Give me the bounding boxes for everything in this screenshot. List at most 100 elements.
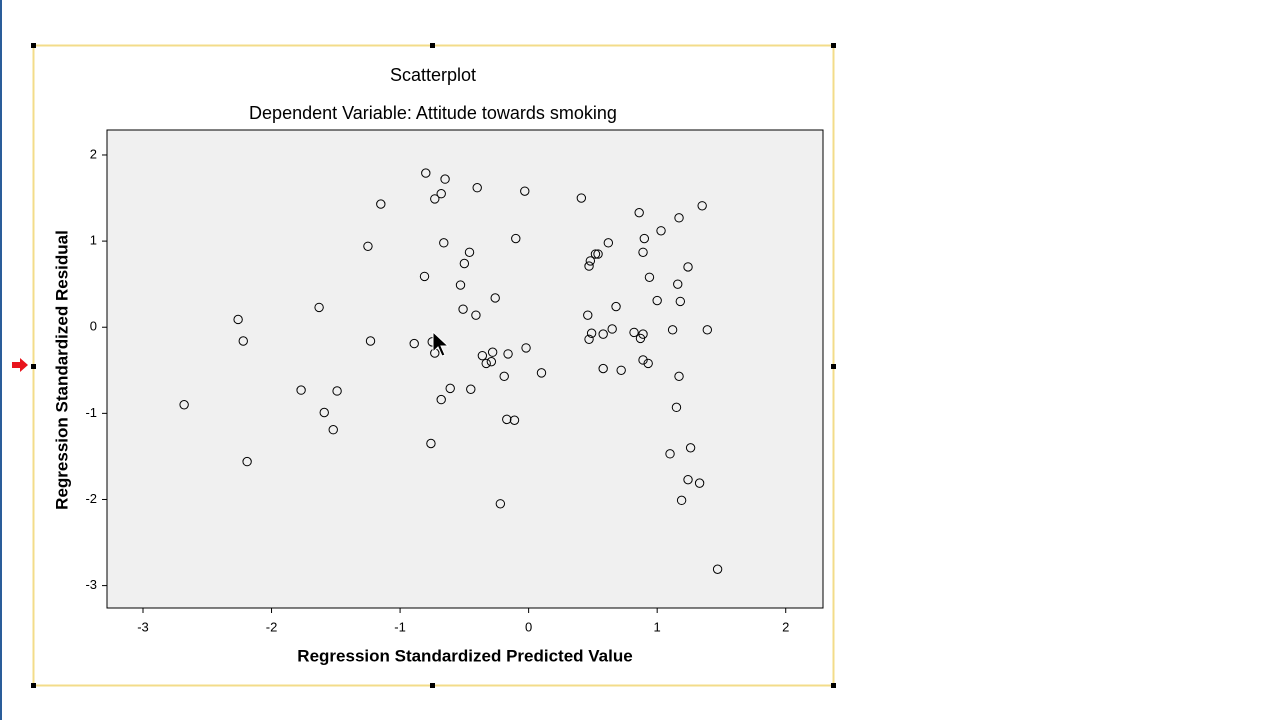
point <box>477 350 488 361</box>
point <box>584 334 594 344</box>
point <box>238 336 248 346</box>
point <box>296 385 306 395</box>
point <box>585 256 596 266</box>
x-tick-label: 0 <box>525 619 532 634</box>
point <box>495 499 506 509</box>
point <box>464 247 475 257</box>
point <box>603 238 614 248</box>
point <box>697 201 707 211</box>
point <box>365 336 376 346</box>
x-tick-label: 2 <box>782 619 789 634</box>
point <box>536 368 547 378</box>
y-tick-label: 2 <box>90 146 97 161</box>
point <box>233 314 243 325</box>
point <box>486 356 497 367</box>
point <box>520 186 530 196</box>
point <box>436 394 446 405</box>
point <box>436 189 446 199</box>
y-axis-label: Regression Standardized Residual <box>52 230 71 510</box>
point <box>656 226 666 236</box>
point <box>466 384 476 394</box>
point <box>639 233 650 244</box>
x-tick-label: -3 <box>137 619 149 634</box>
point <box>179 400 189 410</box>
point <box>430 194 440 204</box>
point <box>409 338 419 349</box>
chart-subtitle: Dependent Variable: Attitude towards smo… <box>249 103 617 123</box>
point <box>509 415 520 425</box>
point <box>481 358 491 369</box>
point <box>458 304 468 314</box>
point <box>685 443 696 453</box>
y-tick-label: 0 <box>90 319 97 334</box>
point <box>586 328 597 338</box>
point <box>242 456 252 467</box>
point <box>455 280 466 290</box>
point <box>332 386 342 396</box>
point <box>629 327 639 338</box>
point <box>598 329 608 339</box>
point <box>675 296 686 307</box>
point <box>328 425 338 435</box>
point <box>694 478 705 488</box>
y-tick-label: -3 <box>85 577 97 592</box>
point <box>683 474 693 485</box>
point <box>674 371 684 382</box>
point <box>665 449 675 459</box>
point <box>611 301 621 312</box>
point <box>667 325 678 335</box>
point <box>426 438 436 449</box>
y-tick-label: -2 <box>85 491 97 506</box>
y-tick-label: -1 <box>85 405 97 420</box>
point <box>459 258 470 269</box>
point <box>638 329 648 339</box>
point <box>676 495 687 506</box>
point <box>490 293 500 303</box>
point <box>683 262 693 272</box>
point <box>638 247 648 257</box>
point <box>445 383 455 394</box>
point <box>674 213 684 223</box>
point <box>376 199 386 209</box>
point <box>590 249 601 259</box>
point <box>583 310 593 320</box>
x-tick-label: -1 <box>394 619 406 634</box>
point <box>521 343 531 353</box>
point <box>472 183 482 193</box>
pane-edge <box>0 0 2 720</box>
point <box>607 324 617 334</box>
point <box>421 168 431 178</box>
chart-title: Scatterplot <box>390 65 476 85</box>
point <box>363 241 373 251</box>
point <box>634 207 644 218</box>
point <box>502 414 512 425</box>
point <box>638 355 648 365</box>
plot-area <box>106 129 824 609</box>
point <box>652 295 662 306</box>
point <box>440 174 450 184</box>
point <box>314 302 324 313</box>
point <box>643 358 653 369</box>
y-tick-label: 1 <box>90 233 97 248</box>
point <box>712 564 723 574</box>
point <box>499 371 509 382</box>
point <box>702 325 713 335</box>
point <box>673 279 683 289</box>
x-axis-label: Regression Standardized Predicted Value <box>297 646 632 665</box>
resize-handles <box>31 43 836 688</box>
point <box>593 249 603 259</box>
selection-arrow <box>12 358 28 372</box>
point <box>439 238 449 248</box>
point <box>616 365 626 375</box>
point <box>503 349 513 359</box>
point <box>584 261 594 271</box>
point <box>487 347 498 357</box>
point <box>671 402 682 413</box>
point <box>598 363 608 374</box>
x-tick-label: -2 <box>266 619 278 634</box>
point <box>319 407 329 418</box>
point <box>644 272 655 282</box>
marks: -3 -2 -1 0 1 2 -3 -2 -1 0 1 2 <box>85 146 789 634</box>
point <box>576 193 587 203</box>
point <box>419 271 430 282</box>
